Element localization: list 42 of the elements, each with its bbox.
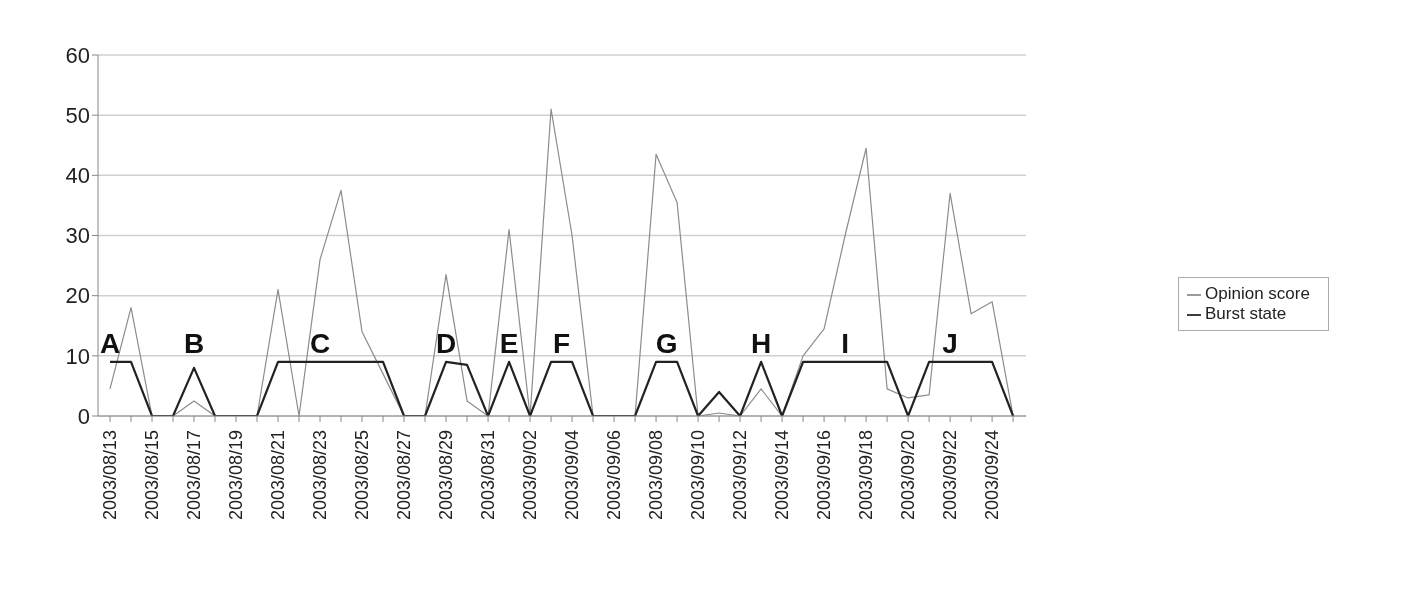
annotation: A (99, 328, 121, 360)
x-tick-label: 2003/09/20 (898, 430, 919, 521)
x-tick-label: 2003/08/13 (100, 430, 120, 521)
y-tick-label: 50 (65, 102, 90, 128)
annotation: D (435, 328, 457, 360)
legend-label: Burst state (1205, 304, 1287, 323)
x-tick-label: 2003/08/17 (184, 430, 205, 521)
annotation: E (499, 328, 519, 360)
y-tick-label: 10 (65, 343, 90, 369)
annotation: H (750, 328, 772, 360)
annotation: I (841, 328, 849, 360)
x-tick-label: 2003/09/22 (940, 430, 961, 521)
x-tick-label: 2003/09/14 (772, 430, 793, 521)
line-series (108, 360, 1015, 416)
x-tick-label: 2003/08/19 (226, 430, 247, 521)
x-tick-label: 2003/09/16 (814, 430, 835, 521)
x-tick-label: 2003/08/31 (478, 430, 499, 521)
x-tick-label: 2003/08/27 (394, 430, 415, 521)
y-tick-label: 20 (65, 283, 90, 309)
annotation: C (309, 328, 331, 360)
x-tick-label: 2003/08/25 (352, 430, 373, 521)
x-tick-label: 2003/09/10 (688, 430, 709, 521)
x-tick-label: 2003/08/21 (268, 430, 289, 521)
y-tick-label: 30 (65, 223, 90, 249)
y-tick-label: 40 (65, 163, 90, 189)
y-tick-label: 0 (77, 403, 90, 429)
x-tick-label: 2003/09/08 (646, 430, 667, 521)
annotation: G (655, 328, 678, 360)
annotation: F (553, 328, 571, 360)
legend-label: Opinion score (1205, 284, 1310, 303)
x-tick-label: 2003/08/15 (142, 430, 163, 521)
x-tick-label: 2003/08/23 (310, 430, 331, 521)
x-tick-label: 2003/09/02 (520, 430, 541, 521)
annotation: J (942, 328, 958, 360)
annotation: B (183, 328, 205, 360)
x-tick-label: 2003/08/29 (436, 430, 457, 521)
y-tick-label: 60 (65, 42, 90, 68)
x-tick-label: 2003/09/12 (730, 430, 751, 521)
x-tick-label: 2003/09/06 (604, 430, 625, 521)
x-tick-label: 2003/09/04 (562, 430, 583, 521)
x-tick-label: 2003/09/24 (982, 430, 1003, 521)
x-tick-label: 2003/09/18 (856, 430, 877, 521)
